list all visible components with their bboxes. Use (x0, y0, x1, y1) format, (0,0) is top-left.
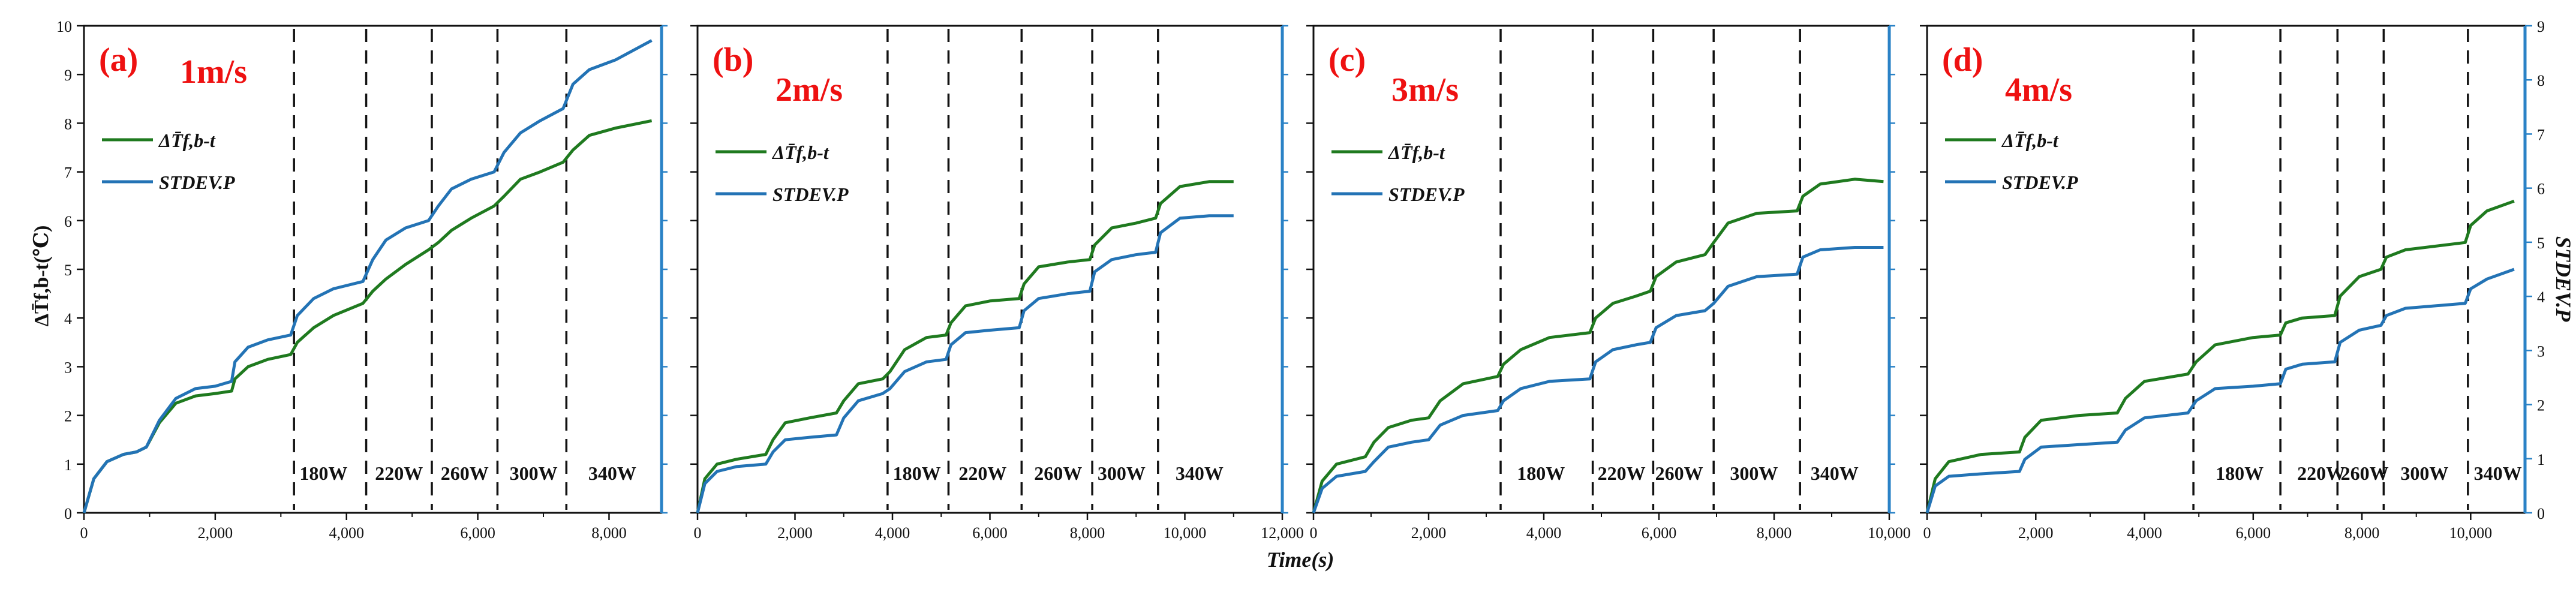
speed-label: 1m/s (180, 53, 247, 91)
series-line-stdev (1925, 268, 2515, 513)
speed-label: 3m/s (1391, 71, 1459, 109)
power-label: 340W (2474, 462, 2522, 484)
series-line-delta-t (1925, 199, 2515, 513)
panel-label: (c) (1328, 41, 1366, 79)
legend-entry: ΔT̄f,b-t (1387, 142, 1445, 163)
panel-label: (b) (713, 41, 753, 79)
legend-entry: STDEV.P (773, 184, 849, 205)
power-label: 180W (299, 462, 347, 484)
x-tick-label: 6,000 (1642, 524, 1677, 542)
power-label: 300W (1098, 462, 1146, 484)
x-tick-label: 4,000 (2127, 524, 2162, 542)
x-axis-title: Time(s) (1267, 548, 1334, 572)
y-tick-label: 10 (56, 18, 72, 35)
x-tick-label: 2,000 (2018, 524, 2054, 542)
right-y-axis-title: STDEV.P (2551, 236, 2575, 322)
power-label: 180W (1517, 462, 1565, 484)
x-tick-label: 4,000 (329, 524, 364, 542)
power-label: 340W (1811, 462, 1859, 484)
panel-b: 0 2,000 4,000 6,000 8,000 10,000 12,000 (b) 2m/s… (690, 25, 1304, 542)
left-y-axis-title: ΔT̄f,b-t(℃) (31, 226, 53, 327)
y-tick-label: 9 (64, 67, 72, 84)
legend-entry: ΔT̄f,b-t (158, 130, 216, 151)
x-tick-label: 0 (694, 524, 702, 542)
power-label: 340W (1176, 462, 1224, 484)
speed-label: 4m/s (2005, 71, 2072, 109)
x-tick-label: 0 (1923, 524, 1931, 542)
series-line-stdev (82, 39, 653, 513)
right-y-tick-label: 2 (2537, 397, 2545, 414)
right-y-tick-label: 5 (2537, 235, 2545, 252)
panel-label: (a) (99, 41, 138, 79)
x-tick-label: 8,000 (1070, 524, 1105, 542)
series-line-stdev (696, 214, 1234, 513)
series-line-delta-t (696, 180, 1234, 513)
power-label: 220W (375, 462, 423, 484)
right-y-tick-label: 9 (2537, 18, 2545, 35)
power-label: 180W (893, 462, 941, 484)
power-label: 220W (2297, 462, 2345, 484)
x-tick-label: 6,000 (460, 524, 495, 542)
right-y-tick-label: 0 (2537, 505, 2545, 522)
legend-entry: ΔT̄f,b-t (771, 142, 829, 163)
x-tick-label: 10,000 (1164, 524, 1207, 542)
x-tick-label: 6,000 (2236, 524, 2271, 542)
right-y-tick-label: 3 (2537, 342, 2545, 360)
speed-label: 2m/s (775, 71, 843, 109)
x-tick-label: 2,000 (777, 524, 813, 542)
power-label: 260W (441, 462, 489, 484)
x-tick-label: 2,000 (1411, 524, 1447, 542)
legend-entry: STDEV.P (1388, 184, 1465, 205)
x-tick-label: 8,000 (2344, 524, 2380, 542)
x-tick-label: 0 (1310, 524, 1318, 542)
legend-entry: STDEV.P (2002, 172, 2078, 193)
power-label: 340W (588, 462, 636, 484)
power-label: 300W (2400, 462, 2448, 484)
right-y-tick-label: 8 (2537, 72, 2545, 89)
x-tick-label: 10,000 (2449, 524, 2493, 542)
series-line-delta-t (1312, 178, 1884, 513)
x-tick-label: 0 (80, 524, 88, 542)
power-label: 300W (1730, 462, 1778, 484)
panel-label: (d) (1942, 41, 1983, 79)
panel-d: 0 2,000 4,000 6,000 8,000 10,000 0 1 2 3 4 5 6 7 8 9 (d)… (1920, 18, 2545, 542)
power-label: 220W (958, 462, 1006, 484)
legend-entry: ΔT̄f,b-t (2001, 130, 2059, 151)
power-label: 220W (1598, 462, 1646, 484)
panel-a: 0 2,000 4,000 6,000 8,000 0 1 2 3 4 5 6 7 8 9 10 (a) 1m/s… (56, 18, 668, 542)
y-tick-label: 4 (64, 310, 72, 327)
y-tick-label: 1 (64, 456, 72, 474)
y-tick-label: 3 (64, 359, 72, 376)
power-label: 180W (2216, 462, 2264, 484)
panel-c: 0 2,000 4,000 6,000 8,000 10,000 (c) 3m/s ΔT̄f,b… (1306, 25, 1911, 542)
right-y-tick-label: 6 (2537, 181, 2545, 198)
right-y-tick-label: 7 (2537, 126, 2545, 143)
power-label: 260W (1034, 462, 1082, 484)
x-tick-label: 2,000 (198, 524, 233, 542)
x-tick-label: 10,000 (1868, 524, 1911, 542)
y-tick-label: 2 (64, 408, 72, 425)
x-tick-label: 4,000 (875, 524, 910, 542)
x-tick-label: 8,000 (591, 524, 627, 542)
right-y-tick-label: 4 (2537, 289, 2545, 306)
series-line-stdev (1312, 246, 1884, 513)
x-tick-label: 12,000 (1261, 524, 1304, 542)
y-tick-label: 6 (64, 213, 72, 230)
y-tick-label: 7 (64, 164, 72, 182)
power-label: 260W (2341, 462, 2389, 484)
x-tick-label: 6,000 (972, 524, 1008, 542)
y-tick-label: 5 (64, 262, 72, 279)
legend-entry: STDEV.P (159, 172, 235, 193)
plot-frame (83, 25, 663, 514)
power-label: 260W (1655, 462, 1703, 484)
power-label: 300W (510, 462, 558, 484)
x-tick-label: 4,000 (1526, 524, 1562, 542)
y-tick-label: 8 (64, 115, 72, 133)
x-tick-label: 8,000 (1757, 524, 1792, 542)
right-y-tick-label: 1 (2537, 451, 2545, 468)
y-tick-label: 0 (64, 505, 72, 522)
